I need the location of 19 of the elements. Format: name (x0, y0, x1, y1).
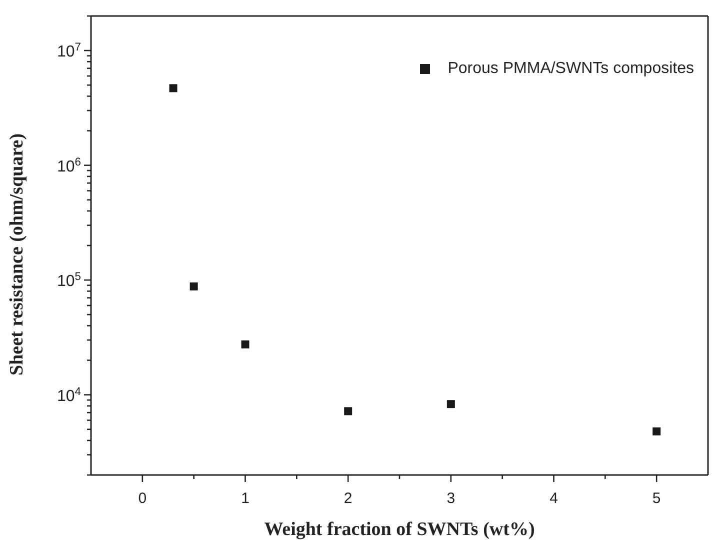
x-tick-label: 3 (446, 490, 456, 507)
point (652, 427, 661, 436)
x-axis-title: Weight fraction of SWNTs (wt%) (264, 519, 535, 540)
x-tick-label: 5 (652, 490, 661, 507)
point (241, 340, 250, 348)
point (169, 84, 178, 92)
y-tick-label: 10$^{5}$ (56, 271, 81, 290)
y-tick-label: 10$^{4}$ (56, 386, 81, 405)
point (190, 282, 198, 290)
x-tick-label: 1 (241, 490, 250, 507)
legend-label: Porous PMMA/SWNTs composites (448, 60, 694, 78)
x-tick-label: 4 (550, 490, 558, 507)
y-tick-label: 10$^{7}$ (56, 42, 81, 61)
point (446, 400, 455, 408)
point (344, 407, 352, 416)
x-tick-label: 0 (138, 490, 147, 507)
y-tick-label: 10$^{6}$ (56, 156, 81, 176)
y-axis-title: Sheet resistance (ohm/square) (6, 133, 28, 376)
x-tick-label: 2 (344, 490, 352, 507)
